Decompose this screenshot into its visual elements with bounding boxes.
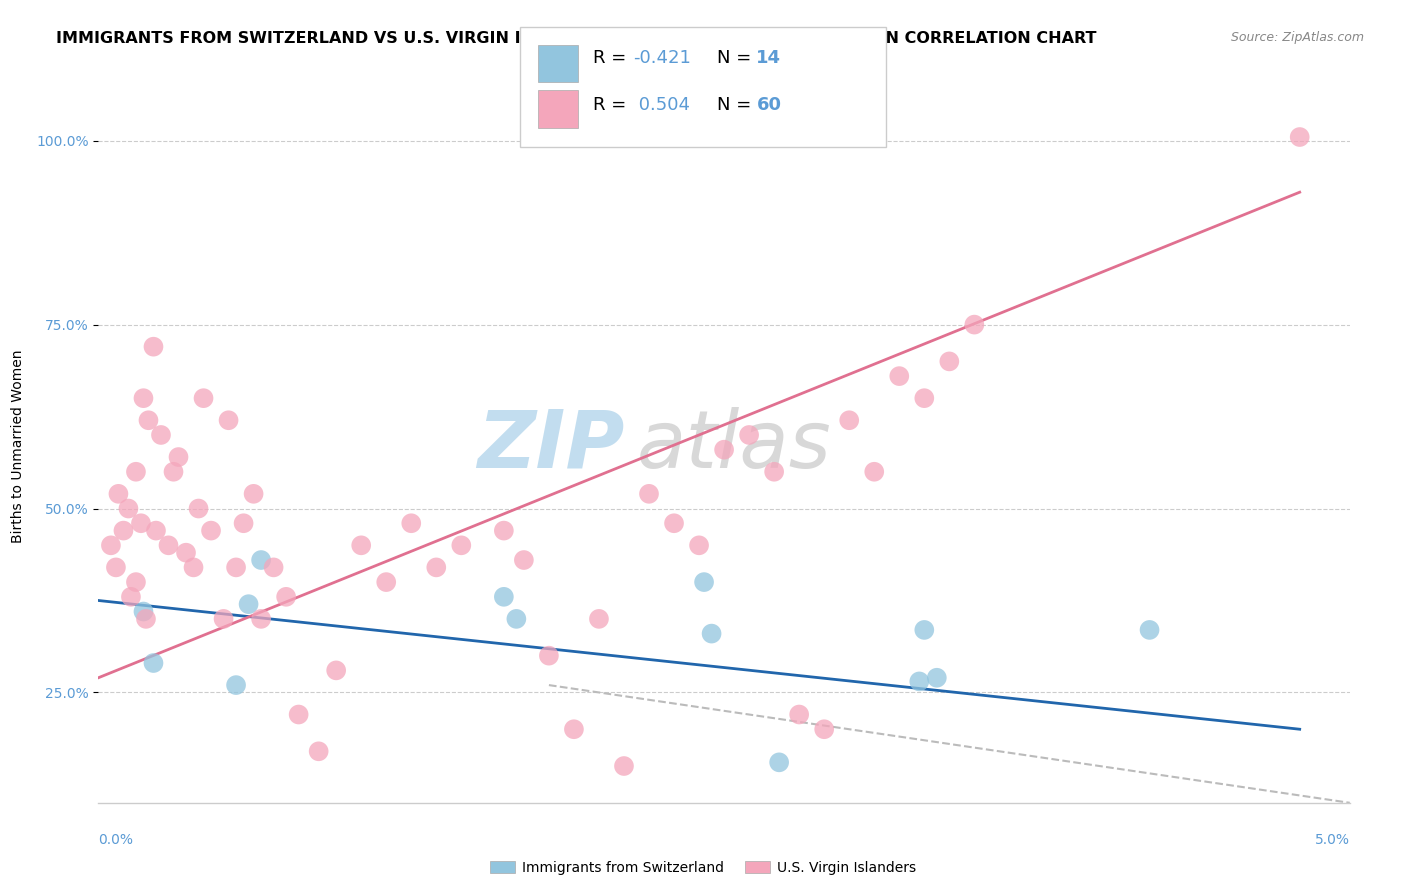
Point <box>200 524 222 538</box>
Point <box>274 590 298 604</box>
Point <box>588 612 610 626</box>
Legend: Immigrants from Switzerland, U.S. Virgin Islanders: Immigrants from Switzerland, U.S. Virgin… <box>485 855 921 880</box>
Point <box>100 538 122 552</box>
Point <box>250 553 273 567</box>
Text: 0.504: 0.504 <box>633 96 690 114</box>
Point <box>325 664 347 678</box>
Point <box>157 538 180 552</box>
Text: 0.0%: 0.0% <box>98 833 134 847</box>
Point <box>513 553 536 567</box>
Point <box>132 391 155 405</box>
Point <box>787 707 810 722</box>
Point <box>925 671 948 685</box>
Point <box>768 756 790 770</box>
Point <box>125 465 148 479</box>
Point <box>700 626 723 640</box>
Point <box>908 674 931 689</box>
Point <box>138 413 160 427</box>
Point <box>375 575 398 590</box>
Point <box>117 501 139 516</box>
Point <box>938 354 960 368</box>
Point <box>263 560 285 574</box>
Point <box>738 428 761 442</box>
Point <box>863 465 886 479</box>
Point <box>662 516 685 531</box>
Point <box>183 560 205 574</box>
Point <box>225 678 247 692</box>
Point <box>1288 130 1310 145</box>
Point <box>287 707 309 722</box>
Point <box>505 612 527 626</box>
Y-axis label: Births to Unmarried Women: Births to Unmarried Women <box>11 350 25 542</box>
Point <box>218 413 240 427</box>
Point <box>145 524 167 538</box>
Point <box>492 590 515 604</box>
Point <box>129 516 152 531</box>
Text: IMMIGRANTS FROM SWITZERLAND VS U.S. VIRGIN ISLANDER BIRTHS TO UNMARRIED WOMEN CO: IMMIGRANTS FROM SWITZERLAND VS U.S. VIRG… <box>56 31 1097 46</box>
Point <box>638 487 661 501</box>
Point <box>212 612 235 626</box>
Point <box>537 648 560 663</box>
Point <box>167 450 190 464</box>
Point <box>688 538 710 552</box>
Point <box>135 612 157 626</box>
Point <box>763 465 786 479</box>
Point <box>162 465 184 479</box>
Point <box>401 516 423 531</box>
Text: atlas: atlas <box>637 407 831 485</box>
Point <box>112 524 135 538</box>
Point <box>889 369 911 384</box>
Point <box>425 560 447 574</box>
Text: 14: 14 <box>756 49 782 67</box>
Point <box>232 516 254 531</box>
Point <box>912 623 935 637</box>
Point <box>150 428 173 442</box>
Text: N =: N = <box>717 96 756 114</box>
Text: 60: 60 <box>756 96 782 114</box>
Point <box>450 538 472 552</box>
Point <box>107 487 129 501</box>
Point <box>238 597 260 611</box>
Point <box>250 612 273 626</box>
Point <box>142 656 165 670</box>
Point <box>693 575 716 590</box>
Point <box>613 759 636 773</box>
Point <box>193 391 215 405</box>
Text: N =: N = <box>717 49 756 67</box>
Point <box>120 590 142 604</box>
Point <box>104 560 127 574</box>
Point <box>713 442 735 457</box>
Point <box>308 744 330 758</box>
Text: 5.0%: 5.0% <box>1315 833 1350 847</box>
Point <box>142 340 165 354</box>
Point <box>1139 623 1161 637</box>
Text: R =: R = <box>593 96 633 114</box>
Point <box>125 575 148 590</box>
Point <box>132 605 155 619</box>
Point <box>912 391 935 405</box>
Point <box>838 413 860 427</box>
Text: -0.421: -0.421 <box>633 49 690 67</box>
Point <box>350 538 373 552</box>
Text: ZIP: ZIP <box>477 407 624 485</box>
Point <box>174 546 197 560</box>
Point <box>242 487 264 501</box>
Point <box>225 560 247 574</box>
Point <box>187 501 209 516</box>
Point <box>492 524 515 538</box>
Text: Source: ZipAtlas.com: Source: ZipAtlas.com <box>1230 31 1364 45</box>
Point <box>963 318 986 332</box>
Point <box>562 723 585 737</box>
Point <box>813 723 835 737</box>
Text: R =: R = <box>593 49 633 67</box>
